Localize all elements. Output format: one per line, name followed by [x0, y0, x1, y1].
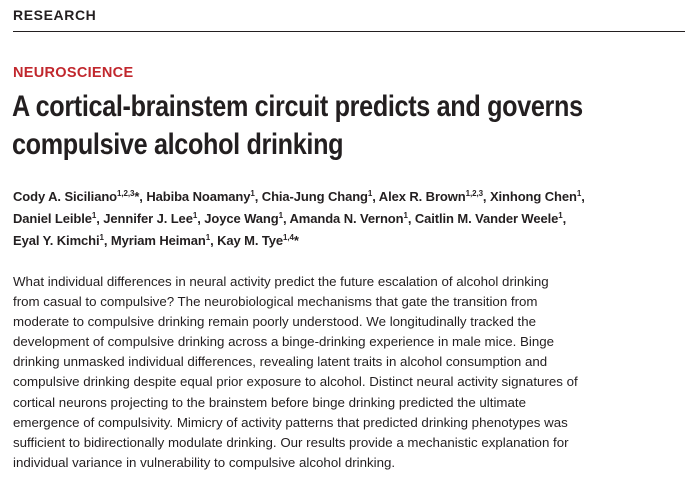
author-affiliation: 1 — [576, 189, 582, 198]
author-affiliation: 1 — [192, 211, 198, 220]
author-separator: , — [210, 233, 218, 248]
corresponding-mark: * — [293, 233, 299, 248]
abstract-line: What individual differences in neural ac… — [13, 274, 549, 289]
author-name: Joyce Wang — [204, 211, 279, 226]
abstract-line: individual variance in vulnerability to … — [13, 454, 396, 470]
author-separator: , — [562, 211, 567, 226]
author-name: Kay M. Tye — [217, 233, 284, 248]
author-name: Myriam Heiman — [110, 233, 206, 248]
author-line: Cody A. Siciliano1,2,3*, Habiba Noamany1… — [13, 186, 685, 208]
author-separator: , — [139, 189, 147, 204]
author-name: Alex R. Brown — [378, 189, 466, 204]
author-name: Caitlin M. Vander Weele — [414, 211, 559, 226]
abstract-line: drinking unmasked individual differences… — [13, 354, 548, 370]
title-line: compulsive alcohol drinking — [12, 128, 344, 161]
author-line: Daniel Leible1, Jennifer J. Lee1, Joyce … — [13, 208, 685, 230]
abstract: What individual differences in neural ac… — [13, 272, 686, 473]
abstract-line: development of compulsive drinking acros… — [13, 334, 555, 350]
author-affiliation: 1 — [403, 211, 408, 220]
author-separator: , — [96, 211, 104, 226]
header-rule — [13, 31, 685, 32]
article-title: A cortical-brainstem circuit predicts an… — [12, 88, 676, 164]
title-line: A cortical-brainstem circuit predicts an… — [12, 90, 583, 123]
author-affiliation: 1,2,3 — [117, 189, 135, 198]
author-separator: , — [581, 189, 585, 204]
abstract-line: moderate to compulsive drinking remain p… — [13, 314, 537, 330]
author-name: Xinhong Chen — [489, 189, 577, 204]
author-name: Daniel Leible — [13, 211, 92, 226]
author-separator: , — [407, 211, 415, 226]
author-name: Habiba Noamany — [146, 189, 251, 204]
author-affiliation: 1 — [91, 211, 97, 220]
author-separator: , — [282, 211, 290, 226]
author-name: Cody A. Siciliano — [13, 189, 118, 204]
author-separator: , — [372, 189, 379, 204]
abstract-line: emergence of compulsivity. Mimicry of ac… — [13, 414, 568, 430]
author-affiliation: 1,2,3 — [465, 189, 483, 198]
author-affiliation: 1 — [99, 233, 104, 242]
abstract-line: cortical neurons projecting to the brain… — [13, 394, 526, 410]
author-list: Cody A. Siciliano1,2,3*, Habiba Noamany1… — [13, 186, 685, 252]
author-affiliation: 1,4 — [283, 233, 294, 242]
author-name: Amanda N. Vernon — [289, 211, 404, 226]
abstract-line: sufficient to bidirectionally modulate d… — [13, 434, 569, 450]
author-name: Jennifer J. Lee — [103, 211, 193, 226]
author-affiliation: 1 — [205, 233, 211, 242]
author-affiliation: 1 — [250, 189, 255, 198]
author-name: Eyal Y. Kimchi — [13, 233, 100, 248]
author-separator: , — [103, 233, 111, 248]
author-line: Eyal Y. Kimchi1, Myriam Heiman1, Kay M. … — [13, 230, 685, 252]
author-separator: , — [254, 189, 262, 204]
header-label: RESEARCH — [13, 7, 97, 23]
corresponding-mark: * — [134, 189, 140, 204]
abstract-line: compulsive drinking despite equal prior … — [13, 374, 578, 390]
section-label: NEUROSCIENCE — [13, 65, 134, 81]
author-separator: , — [197, 211, 205, 226]
author-affiliation: 1 — [278, 211, 283, 220]
author-name: Chia-Jung Chang — [261, 189, 368, 204]
abstract-line: from casual to compulsive? The neurobiol… — [13, 294, 538, 310]
author-affiliation: 1 — [367, 189, 373, 198]
author-separator: , — [482, 189, 490, 204]
author-affiliation: 1 — [558, 211, 563, 220]
